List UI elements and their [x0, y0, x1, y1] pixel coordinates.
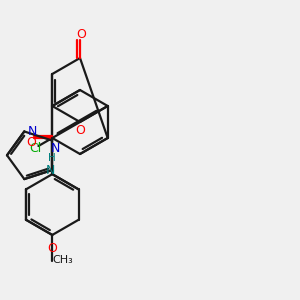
Text: Cl: Cl: [29, 142, 41, 155]
Text: O: O: [47, 242, 57, 256]
Text: N: N: [28, 125, 37, 138]
Text: N: N: [51, 142, 60, 155]
Text: O: O: [75, 124, 85, 136]
Text: O: O: [76, 28, 86, 41]
Text: N: N: [46, 164, 55, 176]
Text: O: O: [26, 136, 36, 148]
Text: H: H: [48, 153, 56, 163]
Text: CH₃: CH₃: [52, 255, 73, 265]
